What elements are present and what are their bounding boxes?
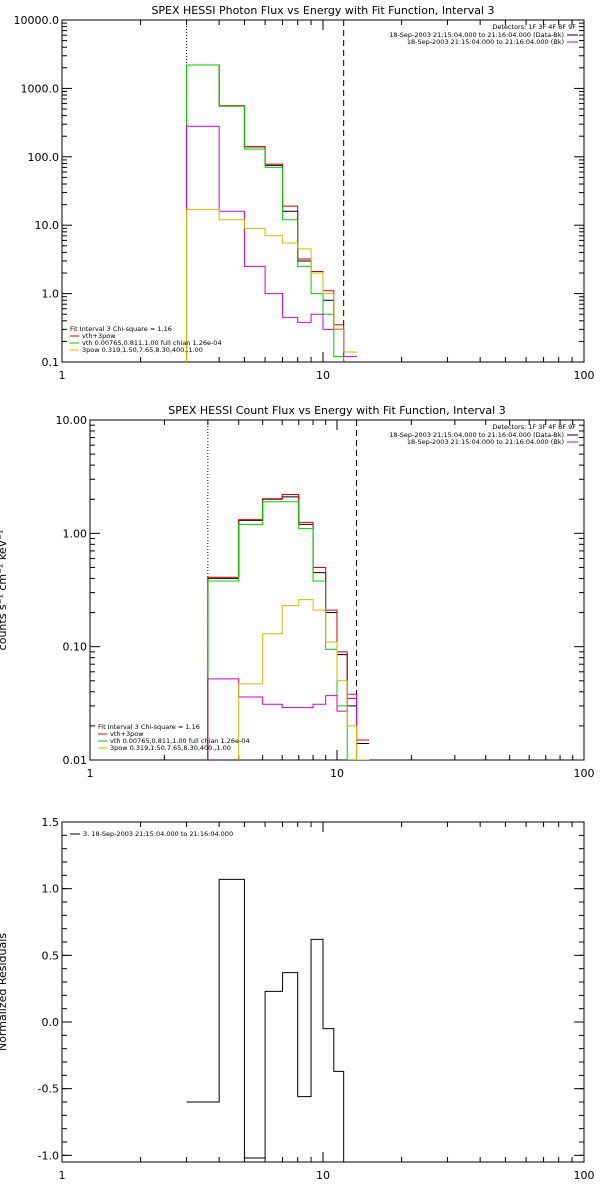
y-tick-label: 1.5 bbox=[42, 816, 60, 829]
legend-entry: 18-Sep-2003 21:15:04.000 to 21:16:04.000… bbox=[407, 38, 564, 46]
y-tick-label: -0.5 bbox=[38, 1083, 59, 1096]
series-step-line-1 bbox=[186, 64, 358, 362]
series-step-line-2 bbox=[186, 64, 358, 362]
series-step-line-3 bbox=[186, 64, 345, 362]
legend-entry: 3. 18-Sep-2003 21:15:04.000 to 21:16:04.… bbox=[83, 830, 233, 838]
detectors-label: Detectors: 1F 3F 4F 8F 9F bbox=[492, 23, 576, 31]
chart-panel-2: SPEX HESSI Count Flux vs Energy with Fit… bbox=[0, 404, 595, 780]
y-axis-label: Normalized Residuals bbox=[0, 933, 9, 1051]
legend-entry: vth+3pow bbox=[110, 730, 144, 738]
legend-entry: 18-Sep-2003 21:15:04.000 to 21:16:04.000… bbox=[389, 431, 564, 439]
y-tick-label: 1.0 bbox=[42, 288, 60, 301]
chart-title: SPEX HESSI Photon Flux vs Energy with Fi… bbox=[151, 4, 494, 17]
x-tick-label: 1 bbox=[59, 1169, 66, 1182]
y-tick-label: 1000.0 bbox=[21, 82, 60, 95]
x-tick-label: 1 bbox=[59, 369, 66, 382]
series-step-line-4 bbox=[207, 678, 370, 760]
x-tick-label: 100 bbox=[574, 369, 595, 382]
x-tick-label: 100 bbox=[574, 1169, 595, 1182]
y-tick-label: -1.0 bbox=[38, 1149, 59, 1162]
y-tick-label: 10.0 bbox=[35, 219, 60, 232]
fit-legend-title: Fit Interval 3 Chi-square = 1.16 bbox=[70, 325, 172, 333]
y-tick-label: 0.10 bbox=[63, 641, 88, 654]
y-tick-label: 1.00 bbox=[63, 527, 88, 540]
y-tick-label: 0.1 bbox=[42, 356, 60, 369]
series-step-line-1 bbox=[186, 878, 345, 1162]
y-tick-label: 0.0 bbox=[42, 1016, 60, 1029]
chart-title: SPEX HESSI Count Flux vs Energy with Fit… bbox=[168, 404, 505, 417]
x-tick-label: 10 bbox=[316, 1169, 330, 1182]
fit-legend-title: Fit Interval 3 Chi-square = 1.16 bbox=[98, 723, 200, 731]
legend-entry: 18-Sep-2003 21:15:04.000 to 21:16:04.000… bbox=[389, 31, 564, 39]
series-step-line-3 bbox=[207, 501, 358, 760]
series-step-line-5 bbox=[186, 208, 358, 362]
x-tick-label: 1 bbox=[87, 767, 94, 780]
legend-entry: 18-Sep-2003 21:15:04.000 to 21:16:04.000… bbox=[407, 438, 564, 446]
series-step-line-5 bbox=[207, 599, 370, 760]
legend-entry: vth+3pow bbox=[82, 332, 116, 340]
y-tick-label: 10.00 bbox=[56, 414, 88, 427]
chart-panel-3: Normalized Residuals 1 10 100 -1.0 -0.5 0.0 0.5… bbox=[0, 816, 595, 1182]
legend-entry: 3pow 0.319,1.50,7.65,8.30,400.,1.00 bbox=[82, 346, 203, 354]
legend-entry: vth 0.00765,0.811,1.00 full chian 1.26e-… bbox=[82, 339, 222, 347]
series-step-line-4 bbox=[186, 125, 358, 362]
y-tick-label: 0.01 bbox=[63, 754, 88, 767]
y-tick-label: 1.0 bbox=[42, 883, 60, 896]
series-step-line-1 bbox=[207, 496, 370, 760]
chart-panel-1: SPEX HESSI Photon Flux vs Energy with Fi… bbox=[14, 4, 595, 382]
legend-entry: vth 0.00765,0.811,1.00 full chian 1.26e-… bbox=[110, 737, 250, 745]
legend-entry: 3pow 0.319,1.50,7.65,8.30,400.,1.00 bbox=[110, 744, 231, 752]
series-step-line-2 bbox=[207, 494, 370, 760]
y-tick-label: 100.0 bbox=[28, 151, 60, 164]
x-tick-label: 10 bbox=[316, 369, 330, 382]
y-tick-label: 10000.0 bbox=[14, 14, 60, 27]
y-tick-label: 0.5 bbox=[42, 949, 60, 962]
y-axis-label: counts s⁻¹ cm⁻² keV⁻¹ bbox=[0, 530, 9, 651]
x-tick-label: 100 bbox=[574, 767, 595, 780]
x-tick-label: 10 bbox=[330, 767, 344, 780]
detectors-label: Detectors: 1F 3F 4F 8F 9F bbox=[492, 423, 576, 431]
